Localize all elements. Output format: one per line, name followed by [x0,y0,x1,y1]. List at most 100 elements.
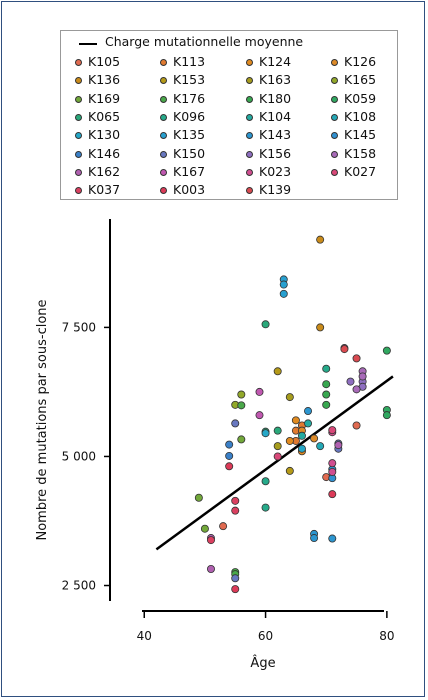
trend-line [155,375,394,551]
legend-label-k176: K176 [173,90,206,106]
data-point-k065 [273,426,282,435]
legend-trend-line-swatch [79,43,97,45]
y-axis-label: Nombre de mutations par sous-clone [35,299,50,540]
data-point-k065 [261,320,270,329]
data-point-k167 [255,387,264,396]
y-tick-label: 5 000 [62,449,96,463]
y-tick-label: 7 500 [62,320,96,334]
legend-marker-k162 [75,168,82,176]
data-point-k108 [316,442,325,451]
data-point-k003 [328,490,337,499]
data-point-k162 [206,564,215,573]
legend-label-k150: K150 [173,145,206,161]
legend-label-k065: K065 [88,108,121,124]
data-point-k096 [261,477,270,486]
data-point-k150 [231,419,240,428]
legend-marker-k180 [246,95,253,103]
legend-marker-k169 [75,95,82,103]
legend-label-k169: K169 [88,90,121,106]
data-point-k027 [273,452,282,461]
data-point-k169 [237,435,246,444]
legend-label-k113: K113 [173,54,206,69]
legend-label-k130: K130 [88,127,121,143]
legend-label-k108: K108 [344,108,377,124]
data-point-k126 [310,434,319,443]
legend-marker-k135 [160,132,167,140]
data-point-k105 [352,421,361,430]
legend-label-k153: K153 [173,72,206,88]
legend-marker-k143 [246,132,253,140]
x-tick-label: 60 [258,629,273,643]
data-point-k139 [352,354,361,363]
data-point-k158 [358,372,367,381]
legend-label-k023: K023 [259,163,292,179]
legend-label-k104: K104 [259,108,292,124]
data-point-k153 [273,367,282,376]
data-point-k003 [231,585,240,594]
legend-marker-k167 [160,168,167,176]
data-point-k124 [285,436,294,445]
data-point-k167 [255,411,264,420]
legend-marker-k023 [246,168,253,176]
legend-label-k145: K145 [344,127,377,143]
legend-label-k003: K003 [173,182,206,198]
legend-label-k139: K139 [259,182,292,198]
data-points [194,235,391,594]
data-point-k105 [219,522,228,531]
data-point-k153 [285,466,294,475]
legend-label-k180: K180 [259,90,292,106]
legend-trend-line-label: Charge mutationnelle moyenne [105,34,304,49]
legend-marker-k156 [246,150,253,158]
legend-label-k167: K167 [173,163,206,179]
data-point-k104 [304,419,313,428]
data-point-k176 [237,401,246,410]
data-point-k169 [194,493,203,502]
legend-marker-k165 [331,77,338,85]
data-point-k136 [316,323,325,332]
data-point-k150 [231,574,240,583]
data-point-k027 [328,426,337,435]
data-point-k096 [322,364,331,373]
data-point-k180 [322,400,331,409]
legend-marker-k003 [160,187,167,195]
data-point-k037 [206,536,215,545]
data-point-k162 [334,441,343,450]
data-point-k124 [291,416,300,425]
data-point-k143 [304,407,313,416]
legend-marker-k096 [160,113,167,121]
legend-marker-k163 [246,77,253,85]
data-point-k180 [322,390,331,399]
data-point-k130 [261,429,270,438]
legend-marker-k145 [331,132,338,140]
legend-label-k143: K143 [259,127,292,143]
data-point-k037 [231,496,240,505]
legend-marker-k027 [331,168,338,176]
data-point-k165 [237,390,246,399]
data-point-k146 [225,440,234,449]
legend-label-k156: K156 [259,145,292,161]
legend-marker-k113 [160,59,167,66]
legend-marker-k150 [160,150,167,158]
x-tick-label: 80 [379,629,394,643]
data-point-k163 [273,442,282,451]
data-point-k156 [346,377,355,386]
data-point-k136 [316,235,325,244]
data-point-k023 [328,459,337,468]
legend-marker-k124 [246,59,253,66]
legend-marker-k065 [75,113,82,121]
x-axis-label: Âge [250,655,275,671]
legend: Charge mutationnelle moyenne K105 K113 K12… [60,30,398,200]
data-point-k180 [322,380,331,389]
legend-label-k126: K126 [344,54,377,69]
legend-label-k165: K165 [344,72,377,88]
legend-marker-k126 [331,59,338,66]
legend-marker-k108 [331,113,338,121]
data-point-k158 [352,385,361,394]
legend-label-k162: K162 [88,163,121,179]
legend-label-k096: K096 [173,108,206,124]
x-tick-label: 40 [137,629,152,643]
data-point-k143 [328,534,337,543]
legend-label-k146: K146 [88,145,121,161]
axis-labels: Âge Nombre de mutations par sous-clone [35,299,276,671]
